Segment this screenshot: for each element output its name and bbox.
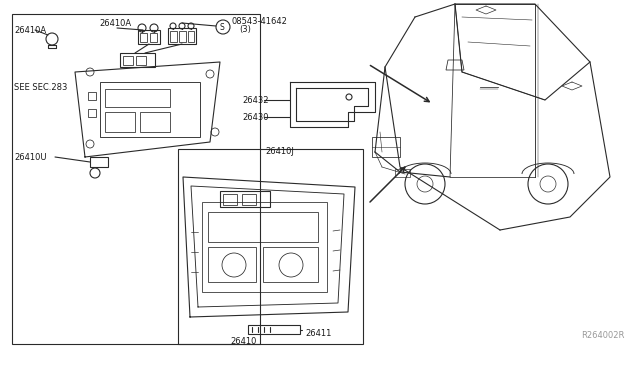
Text: (3): (3) bbox=[239, 25, 251, 34]
Text: 26410J: 26410J bbox=[265, 147, 294, 156]
Bar bbox=[223, 194, 237, 205]
Text: 26411: 26411 bbox=[305, 328, 332, 337]
Bar bbox=[12, 14, 260, 344]
Bar bbox=[208, 247, 256, 282]
Text: 08543-41642: 08543-41642 bbox=[232, 17, 288, 26]
Bar bbox=[202, 202, 327, 292]
Text: S: S bbox=[220, 23, 225, 32]
Bar bbox=[208, 212, 318, 242]
Bar bbox=[88, 92, 96, 100]
Bar bbox=[123, 56, 133, 65]
Bar bbox=[395, 169, 410, 177]
Bar bbox=[168, 28, 196, 44]
Text: 26410A: 26410A bbox=[99, 19, 131, 28]
Text: 26410A: 26410A bbox=[14, 26, 46, 35]
Bar bbox=[170, 31, 177, 42]
Bar bbox=[105, 112, 135, 132]
Bar bbox=[140, 112, 170, 132]
Bar bbox=[136, 56, 146, 65]
Bar bbox=[140, 33, 147, 42]
Bar bbox=[90, 157, 108, 167]
Text: 26410U: 26410U bbox=[14, 153, 47, 161]
Bar bbox=[88, 109, 96, 117]
Bar bbox=[248, 325, 300, 334]
Text: 26432: 26432 bbox=[242, 96, 269, 105]
Text: R264002R: R264002R bbox=[582, 331, 625, 340]
Bar bbox=[120, 53, 155, 67]
Bar bbox=[220, 191, 270, 207]
Bar bbox=[178, 149, 363, 344]
Text: 26430: 26430 bbox=[242, 112, 269, 122]
Bar bbox=[100, 82, 200, 137]
Bar bbox=[105, 89, 170, 107]
Bar bbox=[179, 31, 186, 42]
Bar bbox=[242, 194, 256, 205]
Text: SEE SEC.283: SEE SEC.283 bbox=[14, 83, 67, 92]
Bar bbox=[150, 33, 157, 42]
Bar bbox=[372, 137, 400, 157]
Bar bbox=[263, 247, 318, 282]
Bar bbox=[138, 30, 160, 44]
Bar bbox=[188, 31, 194, 42]
Text: 26410: 26410 bbox=[231, 337, 257, 346]
